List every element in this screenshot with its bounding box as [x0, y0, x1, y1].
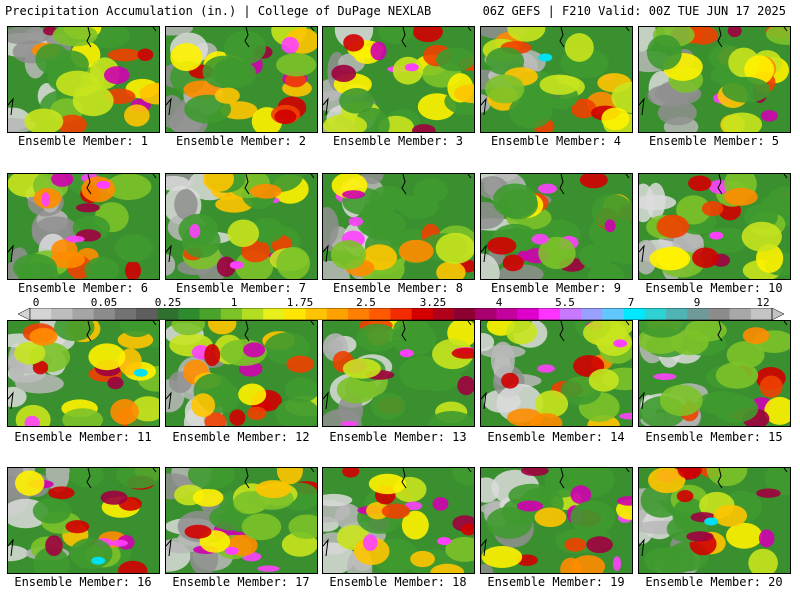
ensemble-member-label: Ensemble Member: 15 [645, 430, 783, 444]
colorbar-segment [644, 308, 667, 320]
colorbar-tick-label: 4 [495, 296, 503, 309]
ensemble-member-label: Ensemble Member: 1 [17, 134, 149, 148]
colorbar-segment [475, 308, 497, 320]
colorbar-segment [411, 308, 434, 320]
ensemble-member-label: Ensemble Member: 7 [175, 281, 307, 295]
ensemble-member-label: Ensemble Member: 12 [172, 430, 310, 444]
ensemble-member-map [480, 26, 633, 133]
ensemble-member-map [480, 173, 633, 280]
ensemble-member-map [322, 320, 475, 427]
colorbar-segment [581, 308, 603, 320]
colorbar-tick-label: 0 [32, 296, 40, 309]
ensemble-member-map [7, 467, 160, 574]
ensemble-member-label: Ensemble Member: 5 [648, 134, 780, 148]
colorbar-segment [220, 308, 243, 320]
ensemble-member-map [165, 320, 318, 427]
colorbar-segment [157, 308, 179, 320]
ensemble-member-map [165, 26, 318, 133]
ensemble-member-map [638, 320, 791, 427]
ensemble-member-label: Ensemble Member: 19 [487, 575, 625, 589]
ensemble-member-map [7, 26, 160, 133]
colorbar-segment [432, 308, 455, 320]
ensemble-member-map [322, 173, 475, 280]
colorbar-segment [51, 308, 73, 320]
colorbar-segment [602, 308, 624, 320]
colorbar-segment [750, 308, 773, 320]
precip-colorbar [18, 308, 784, 320]
colorbar-min-arrow [18, 308, 31, 320]
ensemble-member-map [165, 467, 318, 574]
colorbar-tick-label: 12 [756, 296, 770, 309]
colorbar-segment [305, 308, 328, 320]
ensemble-member-label: Ensemble Member: 4 [490, 134, 622, 148]
colorbar-segment [199, 308, 222, 320]
colorbar-tick-label: 2.5 [356, 296, 376, 309]
colorbar-segment [369, 308, 391, 320]
colorbar-max-arrow [771, 308, 784, 320]
colorbar-tick-label: 9 [693, 296, 701, 309]
colorbar-segment [390, 308, 412, 320]
ensemble-member-label: Ensemble Member: 16 [14, 575, 152, 589]
ensemble-member-label: Ensemble Member: 9 [490, 281, 622, 295]
colorbar-segment [284, 308, 306, 320]
ensemble-member-label: Ensemble Member: 14 [487, 430, 625, 444]
colorbar-segment [729, 308, 752, 320]
ensemble-member-map [322, 26, 475, 133]
ensemble-member-label: Ensemble Member: 10 [645, 281, 783, 295]
colorbar-segment [560, 308, 582, 320]
colorbar-tick-label: 0.25 [154, 296, 182, 309]
colorbar-segment [708, 308, 730, 320]
ensemble-member-map [7, 173, 160, 280]
colorbar-segment [454, 308, 476, 320]
colorbar-segment [538, 308, 561, 320]
colorbar-segment [93, 308, 116, 320]
ensemble-member-label: Ensemble Member: 13 [329, 430, 467, 444]
model-run-label: 06Z GEFS | F210 Valid: 00Z TUE JUN 17 20… [482, 4, 786, 18]
ensemble-member-label: Ensemble Member: 11 [14, 430, 152, 444]
colorbar-segment [136, 308, 158, 320]
colorbar-tick-label: 3.25 [419, 296, 447, 309]
ensemble-member-map [638, 173, 791, 280]
colorbar-segment [178, 308, 200, 320]
colorbar-segment [242, 308, 264, 320]
ensemble-member-label: Ensemble Member: 3 [332, 134, 464, 148]
ensemble-member-map [165, 173, 318, 280]
ensemble-member-label: Ensemble Member: 17 [172, 575, 310, 589]
colorbar-segment [623, 308, 646, 320]
colorbar-segment [517, 308, 540, 320]
ensemble-member-map [7, 320, 160, 427]
colorbar-segment [114, 308, 137, 320]
ensemble-member-label: Ensemble Member: 8 [332, 281, 464, 295]
colorbar-segment [348, 308, 370, 320]
ensemble-member-label: Ensemble Member: 20 [645, 575, 783, 589]
ensemble-member-label: Ensemble Member: 2 [175, 134, 307, 148]
ensemble-member-map [480, 467, 633, 574]
ensemble-member-label: Ensemble Member: 6 [17, 281, 149, 295]
ensemble-member-map [480, 320, 633, 427]
colorbar-segment [326, 308, 349, 320]
colorbar-tick-label: 1 [230, 296, 238, 309]
colorbar-tick-label: 0.05 [90, 296, 118, 309]
ensemble-member-map [638, 467, 791, 574]
colorbar-segment [72, 308, 94, 320]
colorbar-segment [30, 308, 52, 320]
colorbar-tick-label: 5.5 [555, 296, 575, 309]
ensemble-member-map [322, 467, 475, 574]
colorbar-segment [666, 308, 688, 320]
colorbar-tick-label: 1.75 [286, 296, 314, 309]
colorbar-tick-label: 7 [627, 296, 635, 309]
colorbar-segment [263, 308, 285, 320]
colorbar-segment [687, 308, 709, 320]
ensemble-member-map [638, 26, 791, 133]
colorbar-segment [496, 308, 518, 320]
map-title: Precipitation Accumulation (in.) | Colle… [5, 4, 432, 18]
ensemble-member-label: Ensemble Member: 18 [329, 575, 467, 589]
